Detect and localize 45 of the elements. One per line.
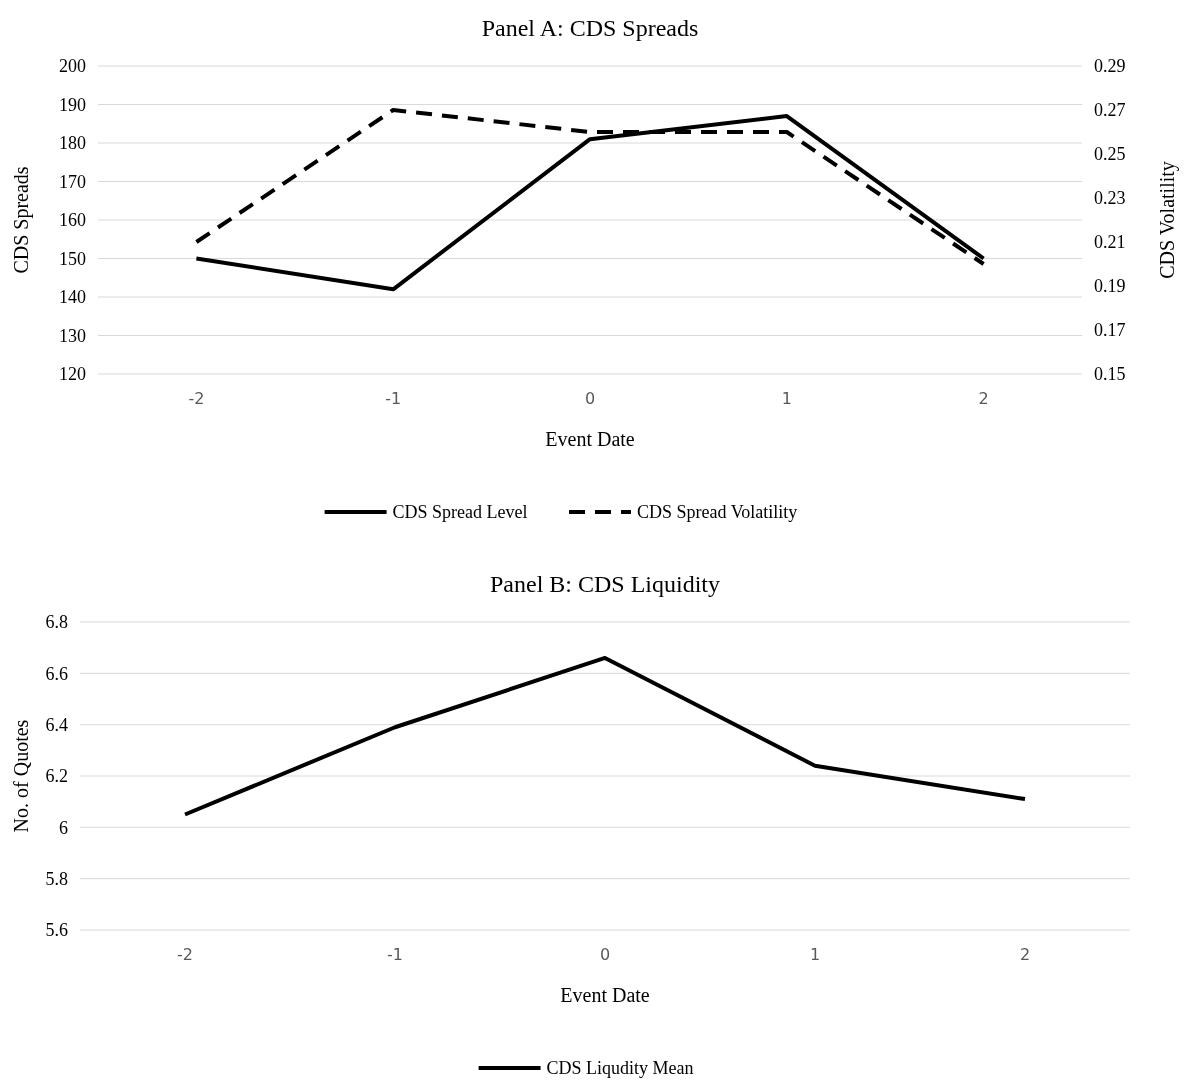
x-tick-label: -1 — [385, 389, 402, 408]
x-tick-label: 0 — [584, 389, 596, 408]
y-tick-label: 190 — [59, 94, 86, 115]
y-axis-title: CDS Spreads — [10, 166, 33, 274]
line-series — [183, 655, 1027, 817]
y2-tick-label: 0.19 — [1094, 276, 1126, 297]
y2-tick-label: 0.25 — [1094, 144, 1126, 165]
y-tick-label: 6.8 — [45, 612, 68, 633]
y2-tick-label: 0.15 — [1094, 364, 1126, 385]
y-tick-label: 150 — [59, 248, 86, 269]
x-tick-label: -2 — [188, 389, 205, 408]
y2-tick-label: 0.17 — [1094, 320, 1126, 341]
y-tick-label: 160 — [59, 210, 86, 231]
y-tick-label: 180 — [59, 133, 86, 154]
legend-label: CDS Liqudity Mean — [546, 1058, 694, 1079]
y-tick-label: 130 — [59, 325, 86, 346]
y2-tick-label: 0.27 — [1094, 100, 1126, 121]
y2-tick-label: 0.23 — [1094, 188, 1126, 209]
x-tick-label: 0 — [599, 945, 611, 964]
y-tick-label: 6 — [59, 817, 68, 838]
y-tick-label: 170 — [59, 171, 86, 192]
y-tick-label: 6.6 — [45, 663, 68, 684]
chart-title: Panel A: CDS Spreads — [481, 15, 699, 41]
legend-label: CDS Spread Level — [392, 502, 528, 523]
y-tick-label: 5.6 — [45, 920, 68, 941]
x-tick-label: 1 — [809, 945, 821, 964]
legend-label: CDS Spread Volatility — [637, 502, 798, 523]
x-tick-label: -2 — [177, 945, 193, 964]
y2-tick-label: 0.29 — [1094, 56, 1126, 77]
y-tick-label: 6.4 — [45, 714, 68, 735]
x-tick-label: 2 — [978, 389, 989, 408]
y-tick-label: 140 — [59, 287, 86, 308]
x-axis-title: Event Date — [560, 984, 650, 1006]
y-axis-title: No. of Quotes — [10, 719, 32, 833]
y2-tick-label: 0.21 — [1094, 232, 1126, 253]
chart-title: Panel B: CDS Liquidity — [489, 571, 721, 597]
y-tick-label: 120 — [59, 364, 86, 385]
y2-axis-title: CDS Volatility — [1156, 161, 1179, 279]
x-tick-label: 2 — [1019, 945, 1031, 964]
x-tick-label: -1 — [387, 945, 403, 964]
x-axis-title: Event Date — [545, 428, 635, 450]
x-tick-label: 1 — [781, 389, 792, 408]
y-tick-label: 5.8 — [45, 868, 68, 889]
y-tick-label: 6.2 — [45, 766, 68, 787]
y-tick-label: 200 — [59, 56, 86, 77]
